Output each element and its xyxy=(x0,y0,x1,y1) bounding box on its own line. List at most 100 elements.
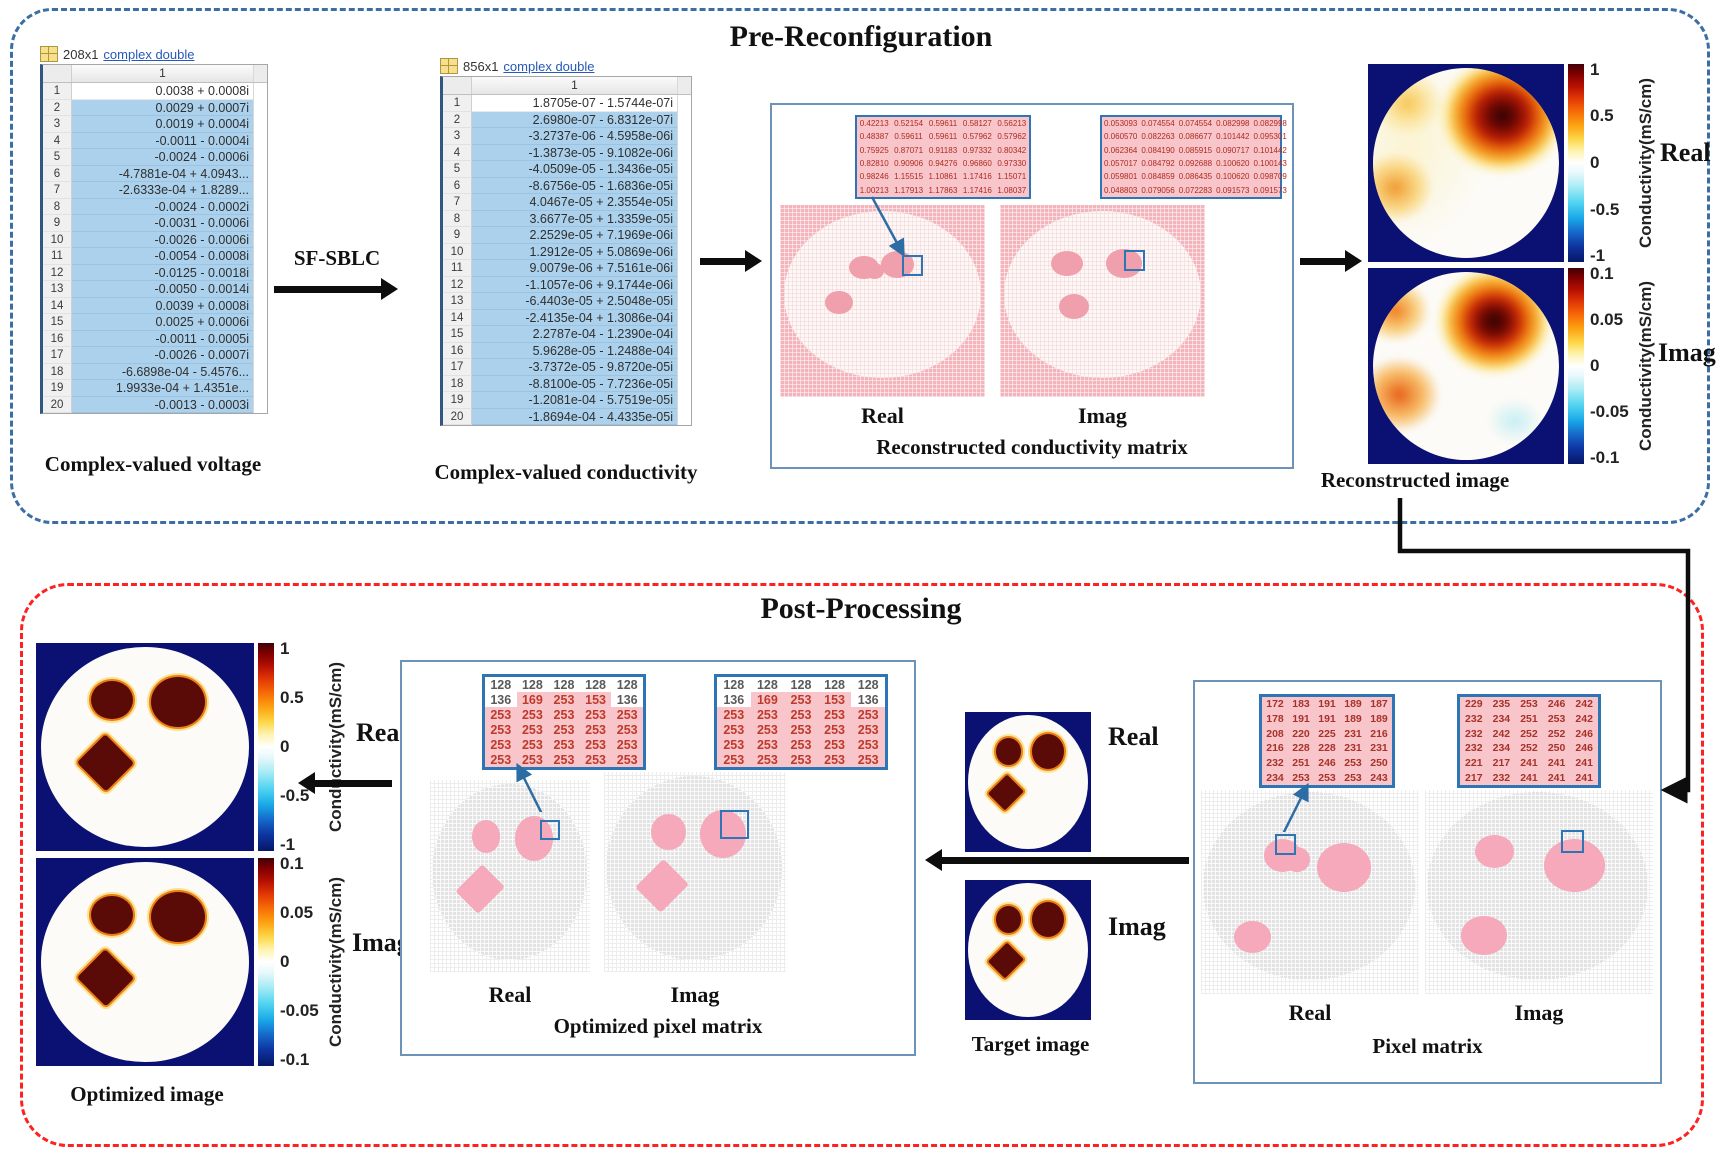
table-row[interactable]: 7 4.0467e-05 + 2.3554e-05i xyxy=(443,194,691,211)
table-row[interactable]: 11 9.0079e-06 + 7.5161e-06i xyxy=(443,260,691,277)
target-real-image xyxy=(965,712,1091,852)
matrix-cell: 246 xyxy=(1575,742,1593,755)
table-row[interactable]: 6 -4.7881e-04 + 4.0943... xyxy=(43,165,267,182)
matrix-cell: 229 xyxy=(1465,698,1483,711)
colorbar-tick-label: -0.05 xyxy=(280,1000,319,1020)
matrix-cell: 0.59611 xyxy=(894,132,923,142)
matrix-cell: 241 xyxy=(1547,771,1566,784)
table-row[interactable]: 19 -1.2081e-04 - 5.7519e-05i xyxy=(443,392,691,409)
table-row[interactable]: 4 -1.3873e-05 - 9.1082e-06i xyxy=(443,144,691,161)
table-row[interactable]: 14 0.0039 + 0.0008i xyxy=(43,297,267,314)
matrix-cell: 232 xyxy=(1465,742,1483,755)
colorbar-tick-label: 0.5 xyxy=(280,688,304,708)
matrix-cell: 0.053093 xyxy=(1104,119,1138,129)
arrow-pixel-to-optimized-icon xyxy=(925,849,1189,871)
table-row[interactable]: 3 -3.2737e-06 - 4.5958e-06i xyxy=(443,128,691,145)
matrix-cell: 241 xyxy=(1547,756,1566,769)
table-row[interactable]: 10 -0.0026 - 0.0006i xyxy=(43,231,267,248)
optimized-imag-image xyxy=(36,858,254,1066)
conductivity-type-link[interactable]: complex double xyxy=(503,58,595,74)
table-row[interactable]: 18 -6.6898e-04 - 5.4576... xyxy=(43,363,267,380)
matrix-cell: 234 xyxy=(1492,742,1511,755)
table-row[interactable]: 13 -6.4403e-05 + 2.5048e-05i xyxy=(443,293,691,310)
matrix-cell: 0.58127 xyxy=(962,119,992,129)
table-row[interactable]: 11 -0.0054 - 0.0008i xyxy=(43,248,267,265)
table-row[interactable]: 8 -0.0024 - 0.0002i xyxy=(43,198,267,215)
table-row[interactable]: 6 -8.6756e-05 - 1.6836e-05i xyxy=(443,177,691,194)
matrix-cell: 242 xyxy=(1575,712,1593,725)
voltage-type-link[interactable]: complex double xyxy=(103,46,195,62)
matrix-cell: 0.100620 xyxy=(1216,159,1250,169)
matrix-cell: 228 xyxy=(1318,742,1336,755)
pixel-imag-label: Imag xyxy=(1514,1000,1564,1025)
matrix-cell: 253 xyxy=(717,722,751,737)
matrix-cell: 234 xyxy=(1266,771,1284,784)
table-row[interactable]: 20 -1.8694e-04 - 4.4335e-05i xyxy=(443,408,691,425)
table-row[interactable]: 20 -0.0013 - 0.0003i xyxy=(43,396,267,413)
table-row[interactable]: 7 -2.6333e-04 + 1.8289... xyxy=(43,182,267,199)
table-row[interactable]: 2 2.6980e-07 - 6.8312e-07i xyxy=(443,111,691,128)
matrix-cell: 153 xyxy=(817,692,852,707)
table-row[interactable]: 18 -8.8100e-05 - 7.7236e-05i xyxy=(443,375,691,392)
table-row[interactable]: 16 5.9628e-05 - 1.2488e-04i xyxy=(443,342,691,359)
table-row[interactable]: 9 -0.0031 - 0.0006i xyxy=(43,215,267,232)
table-row[interactable]: 8 3.6677e-05 + 1.3359e-05i xyxy=(443,210,691,227)
post-processing-box xyxy=(20,583,1704,1147)
optimized-pixel-real-label: Real xyxy=(488,982,532,1007)
table-row[interactable]: 14 -2.4135e-04 + 1.3086e-04i xyxy=(443,309,691,326)
matrix-cell: 0.062364 xyxy=(1104,145,1138,155)
table-row[interactable]: 17 -3.7372e-05 - 9.8720e-05i xyxy=(443,359,691,376)
matrix-cell: 128 xyxy=(790,677,812,692)
matrix-cell: 253 xyxy=(516,737,549,752)
colorbar-tick-label: -0.1 xyxy=(1590,448,1620,468)
matrix-cell: 178 xyxy=(1266,712,1284,725)
optimized-real-colorbar-ticks: 1 0.5 0 -0.5 -1 xyxy=(280,639,326,854)
matrix-cell: 253 xyxy=(784,707,818,722)
table-row[interactable]: 15 0.0025 + 0.0006i xyxy=(43,314,267,331)
table-row[interactable]: 17 -0.0026 - 0.0007i xyxy=(43,347,267,364)
table-row[interactable]: 5 -4.0509e-05 - 1.3436e-05i xyxy=(443,161,691,178)
table-row[interactable]: 15 2.2787e-04 - 1.2390e-04i xyxy=(443,326,691,343)
table-row[interactable]: 12 -1.1057e-06 + 9.1744e-06i xyxy=(443,276,691,293)
matrix-cell: 253 xyxy=(548,722,580,737)
recon-matrix-real-image xyxy=(780,205,985,397)
table-row[interactable]: 12 -0.0125 - 0.0018i xyxy=(43,264,267,281)
table-row[interactable]: 5 -0.0024 - 0.0006i xyxy=(43,149,267,166)
conductivity-column-header: 1 xyxy=(443,77,691,95)
table-row[interactable]: 10 1.2912e-05 + 5.0869e-06i xyxy=(443,243,691,260)
matrix-cell: 228 xyxy=(1292,742,1310,755)
real-zoom-region-marker xyxy=(902,255,923,276)
table-row[interactable]: 13 -0.0050 - 0.0014i xyxy=(43,281,267,298)
optimized-real-colorbar-unit: Conductivity(mS/cm) xyxy=(326,661,345,833)
voltage-caption: Complex-valued voltage xyxy=(44,452,262,476)
table-row[interactable]: 2 0.0029 + 0.0007i xyxy=(43,99,267,116)
table-row[interactable]: 3 0.0019 + 0.0004i xyxy=(43,116,267,133)
sf-sblc-label: SF-SBLC xyxy=(293,246,381,270)
matrix-cell: 253 xyxy=(516,707,549,722)
recon-imag-heatmap xyxy=(1368,268,1564,464)
matrix-cell: 253 xyxy=(1318,771,1336,784)
matrix-cell: 189 xyxy=(1344,712,1362,725)
matrix-cell: 253 xyxy=(750,707,785,722)
table-row[interactable]: 16 -0.0011 - 0.0005i xyxy=(43,330,267,347)
table-row[interactable]: 4 -0.0011 - 0.0004i xyxy=(43,132,267,149)
target-real-label: Real xyxy=(1108,722,1159,751)
matrix-cell: 128 xyxy=(585,677,606,692)
voltage-column-header: 1 xyxy=(43,65,267,83)
table-row[interactable]: 1 1.8705e-07 - 1.5744e-07i xyxy=(443,95,691,112)
pixel-imag-image xyxy=(1425,790,1653,994)
matrix-cell: 234 xyxy=(1492,712,1511,725)
optimized-real-zoom-region-marker xyxy=(540,820,560,840)
recon-matrix-imag-image xyxy=(1000,205,1205,397)
matrix-cell: 0.086435 xyxy=(1178,172,1213,182)
table-row[interactable]: 9 2.2529e-05 + 7.1969e-06i xyxy=(443,227,691,244)
optimized-pixel-imag-image xyxy=(604,772,786,972)
matrix-cell: 253 xyxy=(750,722,785,737)
table-row[interactable]: 1 0.0038 + 0.0008i xyxy=(43,83,267,100)
matrix-cell: 169 xyxy=(750,692,785,707)
colorbar-tick-label: 0 xyxy=(280,737,290,756)
table-row[interactable]: 19 1.9933e-04 + 1.4351e... xyxy=(43,380,267,397)
matrix-cell: 253 xyxy=(784,722,818,737)
voltage-table-header: 208x1 complex double xyxy=(40,46,268,62)
matrix-cell: 128 xyxy=(616,677,638,692)
